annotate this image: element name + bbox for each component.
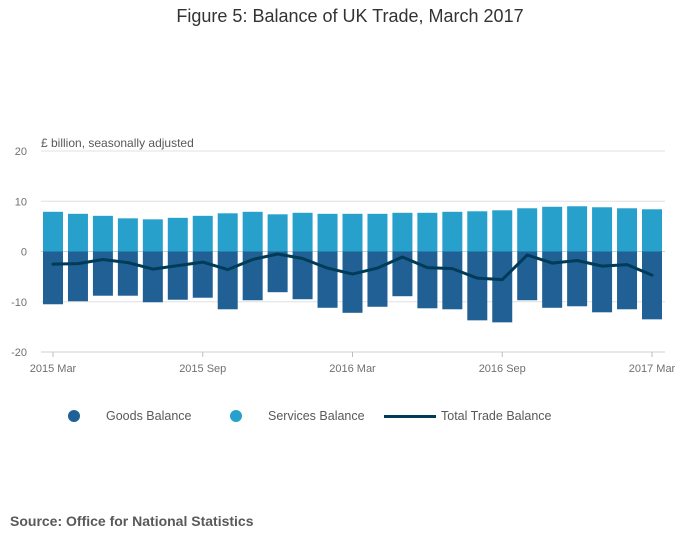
x-tick-label: 2016 Mar <box>329 363 376 375</box>
legend-label-services: Services Balance <box>268 409 365 423</box>
goods-bar <box>592 251 613 313</box>
services-bar <box>67 213 88 252</box>
goods-bar <box>267 251 288 293</box>
x-axis: 2015 Mar 2015 Sep 2016 Mar 2016 Sep 2017 Mar <box>30 351 676 375</box>
services-bar <box>92 215 113 252</box>
goods-bar <box>442 251 463 310</box>
y-tick-label: -10 <box>11 297 27 309</box>
goods-bar <box>392 251 413 297</box>
goods-bar <box>517 251 538 301</box>
services-bar <box>442 211 463 252</box>
y-tick-label: -20 <box>11 347 27 359</box>
services-bar <box>43 211 63 252</box>
services-bar <box>492 210 513 252</box>
chart-title: Figure 5: Balance of UK Trade, March 201… <box>176 6 524 26</box>
services-bar <box>117 218 138 252</box>
services-bar <box>192 215 213 252</box>
goods-bar <box>492 251 513 323</box>
goods-bar <box>192 251 213 298</box>
services-bar <box>467 211 488 252</box>
total-trade-line-layer <box>51 252 654 282</box>
y-axis-label: £ billion, seasonally adjusted <box>41 136 194 150</box>
services-bar <box>267 214 288 252</box>
services-bar <box>417 212 438 252</box>
x-tick-label: 2015 Mar <box>30 363 77 375</box>
services-bar <box>242 211 263 252</box>
goods-bar <box>467 251 488 321</box>
goods-bar <box>642 251 662 320</box>
legend-label-total: Total Trade Balance <box>441 409 552 423</box>
services-bar <box>542 206 563 252</box>
goods-bar <box>167 251 188 300</box>
goods-bar <box>292 251 313 300</box>
goods-bar <box>542 251 563 308</box>
source-note: Source: Office for National Statistics <box>10 513 254 529</box>
goods-bar <box>617 251 638 310</box>
legend-goods: Goods Balance <box>68 408 191 424</box>
services-bar <box>217 213 238 252</box>
y-tick-label: 10 <box>15 196 27 208</box>
x-tick-label: 2016 Sep <box>479 363 526 375</box>
goods-bar <box>142 251 163 303</box>
services-bar <box>367 213 388 252</box>
goods-bar <box>342 251 363 313</box>
legend-label-goods: Goods Balance <box>106 409 192 423</box>
goods-bar <box>417 251 438 309</box>
y-tick-label: 0 <box>21 247 27 259</box>
services-bar <box>642 209 662 252</box>
services-bar <box>142 219 163 252</box>
goods-bar <box>367 251 388 307</box>
y-tick-label: 20 <box>15 146 27 158</box>
services-bar <box>167 217 188 252</box>
services-bar <box>517 208 538 252</box>
services-legend-dot <box>230 410 242 422</box>
goods-legend-dot <box>68 410 80 422</box>
goods-bar <box>117 251 138 296</box>
goods-bar <box>567 251 588 307</box>
services-bar <box>567 206 588 252</box>
y-axis: 20 10 0 -10 -20 <box>11 146 27 359</box>
services-bar <box>342 213 363 252</box>
services-bar <box>592 207 613 252</box>
goods-bar <box>317 251 338 308</box>
x-tick-label: 2015 Sep <box>179 363 226 375</box>
services-bar <box>292 212 313 252</box>
goods-bar <box>217 251 238 310</box>
goods-bar <box>242 251 263 301</box>
legend-services: Services Balance <box>230 408 365 424</box>
goods-bar <box>92 251 113 296</box>
services-bar <box>617 208 638 252</box>
goods-bar <box>43 251 63 305</box>
services-bar <box>392 212 413 252</box>
x-tick-label: 2017 Mar <box>629 363 676 375</box>
services-bar <box>317 213 338 252</box>
goods-bar <box>67 251 88 302</box>
total-legend-line <box>384 414 436 418</box>
total-trade-line <box>51 252 654 282</box>
legend-total: Total Trade Balance <box>384 408 552 424</box>
